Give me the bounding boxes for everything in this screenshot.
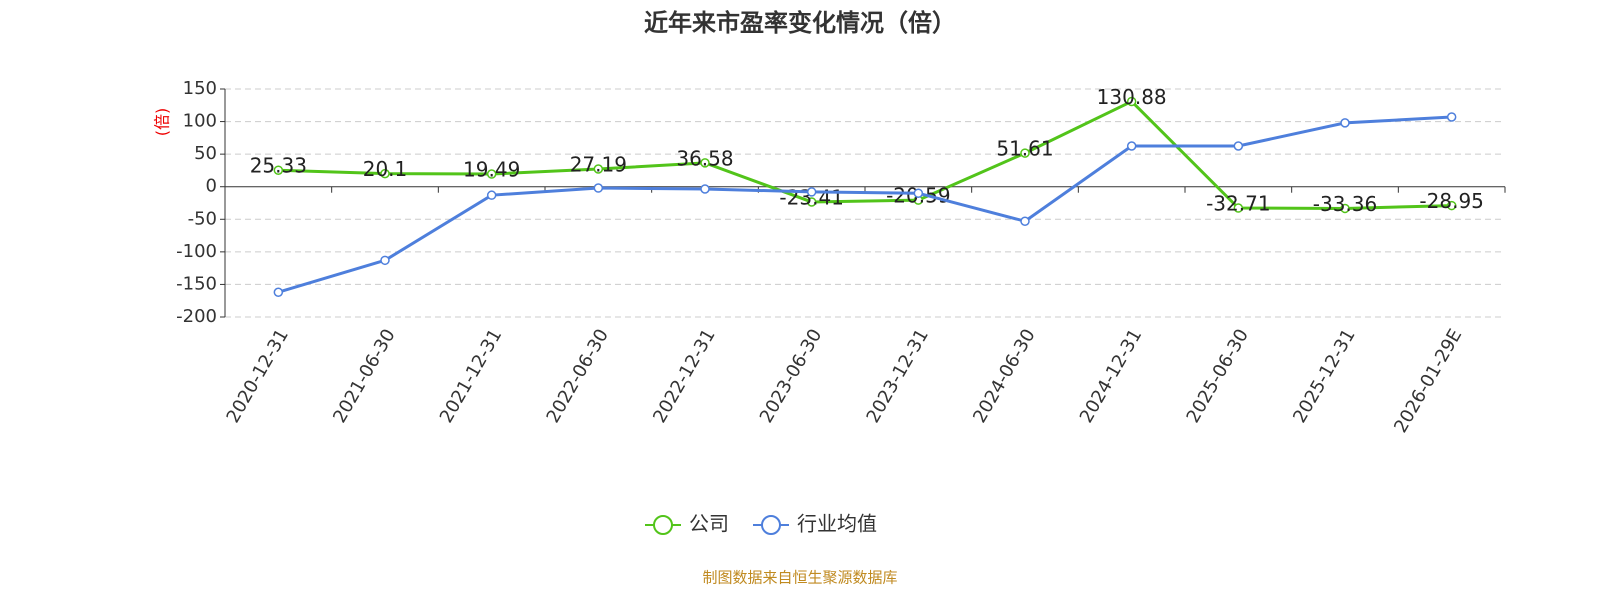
data-point xyxy=(913,188,924,198)
data-label: 27.19 xyxy=(570,153,627,177)
source-note: 制图数据来自恒生聚源数据库 xyxy=(702,569,897,587)
data-point xyxy=(1340,203,1350,214)
data-point xyxy=(1233,141,1244,151)
data-label: 20.1 xyxy=(363,157,408,181)
x-tick-label: 2021-06-30 xyxy=(329,326,399,427)
x-tick-label: 2021-12-31 xyxy=(436,325,506,426)
data-label: -32.71 xyxy=(1206,192,1270,216)
data-point xyxy=(273,165,284,175)
data-point xyxy=(593,164,604,174)
legend-marker xyxy=(653,515,673,535)
legend-label: 行业均值 xyxy=(797,512,877,536)
y-tick-label: 50 xyxy=(194,143,217,164)
data-label: -28.95 xyxy=(1419,189,1483,213)
data-label: 19.49 xyxy=(463,158,520,182)
data-point xyxy=(486,190,497,200)
y-tick-label: 150 xyxy=(183,78,217,99)
data-label: -33.36 xyxy=(1313,192,1377,216)
data-point xyxy=(806,197,817,207)
data-point xyxy=(1233,203,1244,213)
x-tick-label: 2024-12-31 xyxy=(1076,326,1146,427)
data-point xyxy=(1020,216,1030,226)
legend-marker xyxy=(761,515,781,535)
y-tick-label: -100 xyxy=(176,241,217,262)
data-point xyxy=(700,158,710,168)
x-tick-label: 2025-06-30 xyxy=(1183,326,1253,427)
data-point xyxy=(806,187,817,197)
y-tick-label: 100 xyxy=(183,111,217,132)
data-point xyxy=(273,287,284,297)
data-label: 25.33 xyxy=(250,154,307,178)
series-line xyxy=(277,115,1452,294)
data-point xyxy=(380,168,390,179)
data-point xyxy=(1340,118,1350,128)
x-tick-label: 2026-01-29E xyxy=(1390,326,1466,437)
legend-label: 公司 xyxy=(689,512,729,536)
x-tick-label: 2020-12-31 xyxy=(223,326,293,427)
data-label: 130.88 xyxy=(1097,85,1167,109)
data-point xyxy=(1126,141,1137,151)
y-tick-label: 0 xyxy=(206,176,217,197)
data-point xyxy=(700,184,710,194)
y-tick-label: -200 xyxy=(176,306,217,327)
x-tick-label: 2025-12-31 xyxy=(1289,326,1359,427)
x-tick-label: 2022-12-31 xyxy=(649,326,719,427)
series-line xyxy=(278,99,1452,210)
x-tick-label: 2022-06-30 xyxy=(543,326,613,427)
data-point xyxy=(1446,200,1457,211)
data-point xyxy=(1126,96,1137,107)
data-label: 51.61 xyxy=(996,137,1053,161)
y-tick-label: -50 xyxy=(188,208,217,229)
x-tick-label: 2024-06-30 xyxy=(969,326,1039,427)
data-point xyxy=(593,183,604,193)
y-axis-label: (倍) xyxy=(153,108,172,137)
data-label: 36.58 xyxy=(676,146,733,170)
chart-title: 近年来市盈率变化情况（倍） xyxy=(644,9,956,37)
data-point xyxy=(1020,148,1030,158)
data-point xyxy=(486,169,497,179)
data-point xyxy=(380,255,390,266)
x-tick-label: 2023-06-30 xyxy=(756,326,826,427)
y-tick-label: -150 xyxy=(176,273,217,294)
data-point xyxy=(1446,112,1457,122)
x-tick-label: 2023-12-31 xyxy=(863,325,933,426)
